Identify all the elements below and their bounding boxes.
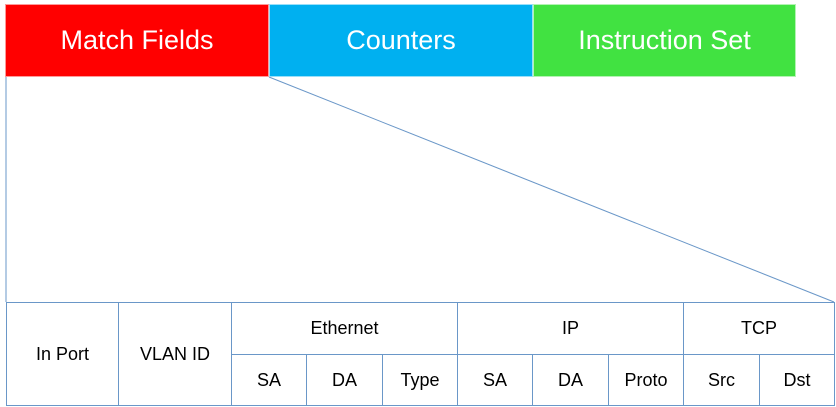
ethernet-type-label: Type xyxy=(400,369,440,390)
tcp-label: TCP xyxy=(741,318,777,338)
vlan-id-label: VLAN ID xyxy=(139,343,211,364)
instruction-set-box: Instruction Set xyxy=(533,4,796,77)
match-fields-box: Match Fields xyxy=(5,4,269,77)
ip-label: IP xyxy=(561,318,579,338)
tcp-src-field: Src xyxy=(683,354,760,406)
ip-da-field: DA xyxy=(532,354,609,406)
vlan-id-field: VLAN ID xyxy=(118,302,232,406)
counters-box: Counters xyxy=(269,4,533,77)
in-port-field: In Port xyxy=(6,302,119,406)
tcp-group: TCP xyxy=(683,302,835,355)
ethernet-da-field: DA xyxy=(306,354,383,406)
ethernet-group: Ethernet xyxy=(231,302,458,355)
ethernet-sa-field: SA xyxy=(231,354,307,406)
counters-label: Counters xyxy=(346,25,456,55)
ip-group: IP xyxy=(457,302,684,355)
match-fields-label: Match Fields xyxy=(60,25,214,55)
ethernet-da-label: DA xyxy=(331,369,357,390)
ip-sa-label: SA xyxy=(482,369,507,390)
tcp-src-label: Src xyxy=(708,369,735,390)
instruction-set-label: Instruction Set xyxy=(578,25,751,55)
ip-da-label: DA xyxy=(557,369,583,390)
ethernet-type-field: Type xyxy=(382,354,458,406)
tcp-dst-field: Dst xyxy=(759,354,835,406)
tcp-dst-label: Dst xyxy=(783,369,811,390)
zoom-line-right xyxy=(268,76,835,303)
ethernet-label: Ethernet xyxy=(310,318,379,338)
ip-sa-field: SA xyxy=(457,354,533,406)
ip-proto-label: Proto xyxy=(624,369,668,390)
ip-proto-field: Proto xyxy=(608,354,684,406)
in-port-label: In Port xyxy=(35,343,90,364)
ethernet-sa-label: SA xyxy=(256,369,281,390)
